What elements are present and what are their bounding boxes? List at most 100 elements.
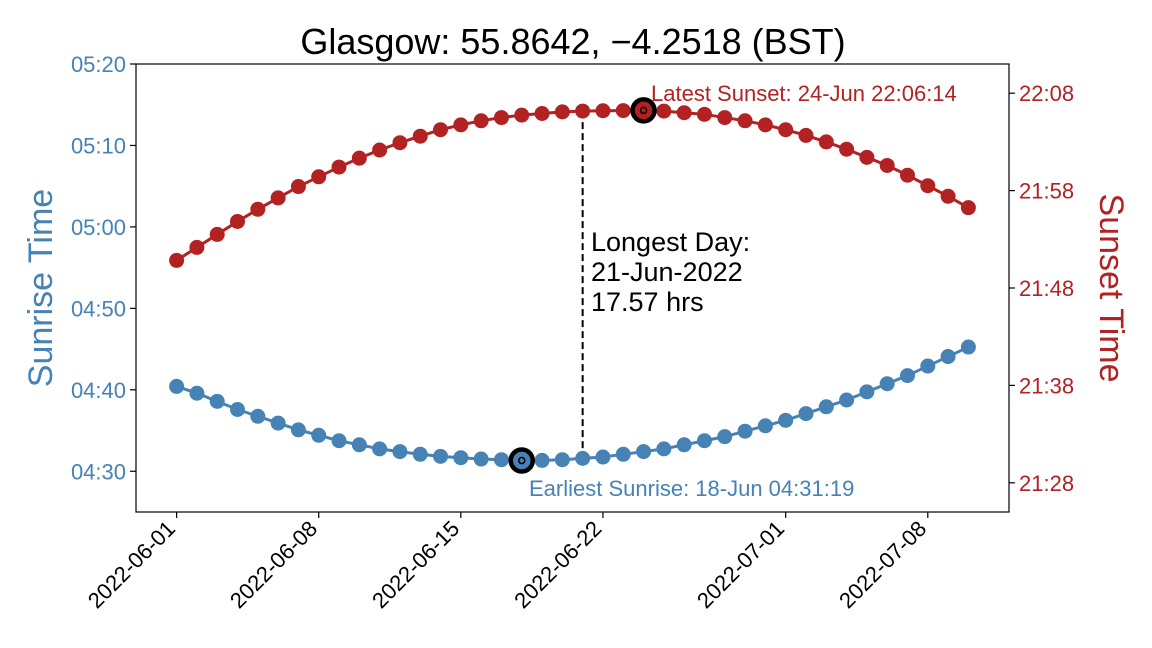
sunrise-point [433, 448, 449, 464]
sunrise-point [899, 368, 915, 384]
sunrise-point [636, 444, 652, 460]
sunset-point [514, 107, 530, 123]
sunset-point [920, 178, 936, 194]
sunset-point [250, 201, 266, 217]
sunset-point [311, 169, 327, 185]
sunset-point [189, 239, 205, 255]
earliest-sunrise-marker-center [517, 456, 526, 465]
x-tick-label: 2022-06-15 [367, 516, 464, 613]
right-y-tick-label: 21:48 [1019, 276, 1074, 301]
x-tick-label: 2022-06-08 [225, 516, 322, 613]
sunset-point [839, 141, 855, 157]
sunset-point [778, 122, 794, 138]
left-y-axis-label: Sunrise Time [22, 189, 60, 387]
sunset-point [859, 149, 875, 165]
right-y-tick-label: 21:38 [1019, 373, 1074, 398]
x-tick-label: 2022-06-22 [509, 516, 606, 613]
latest-sunset-annotation: Latest Sunset: 24-Jun 22:06:14 [651, 81, 957, 106]
right-y-tick-label: 21:58 [1019, 179, 1074, 204]
sunset-point [940, 188, 956, 204]
series-layer [169, 97, 976, 474]
right-y-axis-label: Sunset Time [1092, 194, 1130, 383]
sunset-point [493, 110, 509, 126]
sunrise-point [473, 451, 489, 467]
sunset-series-line [175, 108, 970, 262]
right-y-axis: 21:28 21:38 21:48 21:58 22:08 [1009, 81, 1074, 496]
longest-day-annotation-line-3: 17.57 hrs [591, 287, 704, 317]
sunrise-point [676, 437, 692, 453]
right-y-tick-label: 21:28 [1019, 471, 1074, 496]
sunset-point [737, 113, 753, 129]
sunrise-point [656, 441, 672, 457]
sunset-point [230, 213, 246, 229]
sunset-point [392, 135, 408, 151]
sunset-point [412, 128, 428, 144]
sunset-point [757, 117, 773, 133]
sunrise-point [575, 450, 591, 466]
left-y-tick-label: 05:10 [71, 133, 126, 158]
right-y-tick-label: 22:08 [1019, 81, 1074, 106]
sunrise-point [757, 418, 773, 434]
sunrise-point [453, 450, 469, 466]
sunrise-point [331, 433, 347, 449]
sunrise-point [270, 415, 286, 431]
sunrise-point [311, 427, 327, 443]
sunrise-point [737, 423, 753, 439]
chart-title: Glasgow: 55.8642, −4.2518 (BST) [300, 21, 845, 62]
sunrise-series-line [176, 345, 970, 463]
sunset-point [656, 103, 672, 119]
longest-day-annotation-line-2: 21-Jun-2022 [591, 257, 743, 287]
left-y-tick-label: 05:20 [71, 52, 126, 77]
longest-day-annotation-line-1: Longest Day: [591, 227, 750, 257]
sunset-point [270, 190, 286, 206]
sunset-point [351, 150, 367, 166]
left-y-tick-label: 05:00 [71, 215, 126, 240]
sunrise-point [839, 392, 855, 408]
earliest-sunrise-annotation: Earliest Sunrise: 18-Jun 04:31:19 [529, 476, 854, 501]
sunrise-point [372, 441, 388, 457]
sunset-point [372, 142, 388, 158]
sunset-point [473, 113, 489, 129]
sunset-point [209, 226, 225, 242]
sunset-point [960, 200, 976, 216]
sunrise-point [798, 406, 814, 422]
sunset-point [331, 159, 347, 175]
sunrise-point [250, 408, 266, 424]
sunset-point [717, 110, 733, 126]
sunrise-point [189, 385, 205, 401]
sunset-point [453, 117, 469, 133]
sunrise-point [778, 412, 794, 428]
sunrise-point [717, 429, 733, 445]
sunrise-point [920, 358, 936, 374]
left-y-axis: 04:30 04:40 04:50 05:00 05:10 05:20 [71, 52, 136, 484]
sunrise-point [534, 452, 550, 468]
left-y-tick-label: 04:50 [71, 296, 126, 321]
sunrise-point [209, 393, 225, 409]
sunset-point [615, 103, 631, 119]
latest-sunset-marker-center [639, 106, 648, 115]
sunrise-point [818, 399, 834, 415]
sunset-point [290, 179, 306, 195]
sunset-point [798, 127, 814, 143]
sunset-point [696, 106, 712, 122]
sunrise-point [290, 422, 306, 438]
sunset-point [899, 167, 915, 183]
sunrise-point [169, 378, 185, 394]
x-axis: 2022-06-01 2022-06-08 2022-06-15 2022-06-22… [83, 512, 931, 613]
sunset-point [575, 103, 591, 119]
sunrise-point [351, 437, 367, 453]
sunset-point [534, 106, 550, 122]
sunrise-point [696, 433, 712, 449]
sunset-point [818, 134, 834, 150]
plot-area [135, 63, 1010, 513]
sunrise-point [595, 449, 611, 465]
sunrise-point [493, 452, 509, 468]
sunrise-point [940, 349, 956, 365]
sunrise-point [554, 452, 570, 468]
sunset-point [433, 122, 449, 138]
sunset-point [595, 103, 611, 119]
sunrise-point [230, 402, 246, 418]
sunrise-point [615, 446, 631, 462]
sunset-point [879, 157, 895, 173]
